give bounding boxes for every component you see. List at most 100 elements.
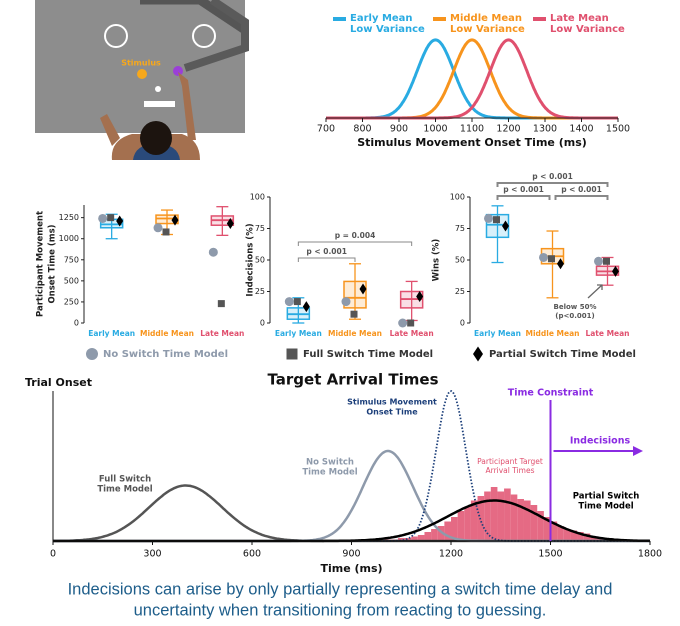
y-tick-label: 0: [260, 319, 265, 328]
model-marker: [302, 301, 310, 313]
x-tick-label: Late Mean: [585, 329, 629, 338]
histogram-bar: [484, 491, 491, 541]
significance-label: p < 0.001: [503, 185, 544, 194]
person-head: [140, 121, 172, 155]
model-marker: [493, 216, 500, 224]
histogram-bar: [577, 532, 584, 541]
legend-label: No Switch Time Model: [103, 349, 228, 360]
y-tick-label: 25: [455, 287, 465, 296]
x-tick-label: 1100: [460, 124, 484, 135]
histogram-bar: [431, 529, 438, 541]
y-axis-label: Onset Time (ms): [48, 224, 58, 303]
note-arrow: [587, 284, 603, 299]
legend-marker: [86, 348, 98, 360]
model-marker: [548, 255, 555, 263]
curve-label: Onset Time: [366, 408, 418, 417]
y-tick-label: 25: [255, 287, 265, 296]
y-axis-label: Indecisions (%): [246, 223, 256, 296]
y-tick-label: 50: [255, 256, 265, 265]
robot-arm: [140, 0, 248, 34]
model-marker: [407, 319, 415, 327]
x-tick-label: Late Mean: [200, 329, 244, 338]
histogram-label: Arrival Times: [485, 466, 534, 475]
x-axis-label: Stimulus Movement Onset Time (ms): [357, 136, 587, 149]
model-marker: [557, 258, 564, 270]
x-tick-label: 1300: [533, 124, 557, 135]
model-marker: [107, 214, 115, 222]
histogram-bar: [411, 536, 418, 541]
significance-bracket: [297, 241, 413, 246]
model-marker: [98, 213, 108, 223]
model-marker: [398, 318, 408, 328]
model-marker: [359, 283, 367, 295]
histogram-bar: [537, 511, 544, 541]
histogram-bar: [404, 538, 412, 541]
x-tick-label: Middle Mean: [328, 329, 382, 338]
x-tick-label: Middle Mean: [140, 329, 194, 338]
model-marker: [539, 252, 548, 262]
x-tick-label: 800: [353, 124, 371, 135]
significance-label: p = 0.004: [335, 231, 376, 240]
y-tick-label: 75: [255, 224, 265, 233]
histogram-bar: [557, 526, 564, 541]
curve-label: No Switch: [306, 458, 354, 468]
target-circle: [104, 24, 128, 48]
caption: uncertainty when transitioning from reac…: [134, 601, 547, 619]
x-tick-label: 1400: [569, 124, 593, 135]
note-label: Below 50%: [554, 303, 597, 311]
x-tick-label: 700: [317, 124, 335, 135]
model-marker: [153, 223, 163, 233]
significance-bracket: [496, 182, 609, 187]
y-tick-label: 250: [64, 297, 79, 306]
y-axis-label: Wins (%): [432, 239, 442, 282]
legend-label: Low Variance: [350, 24, 425, 35]
x-tick-label: Middle Mean: [526, 329, 580, 338]
y-tick-label: 100: [450, 193, 465, 202]
histogram-bar: [490, 487, 498, 541]
y-tick-label: 0: [74, 319, 79, 328]
y-axis-label: Participant Movement: [36, 211, 46, 317]
start-dot: [155, 86, 161, 92]
y-tick-label: 75: [455, 224, 465, 233]
histogram-bar: [444, 521, 451, 541]
histogram-bar: [464, 506, 471, 541]
histogram-bar: [550, 521, 558, 541]
model-marker: [612, 265, 619, 277]
x-tick-label: 1000: [423, 124, 447, 135]
histogram-bar: [517, 499, 524, 541]
legend-label: Early Mean: [350, 13, 413, 24]
x-tick-label: 900: [342, 549, 360, 560]
model-marker: [284, 297, 294, 307]
model-marker: [416, 291, 424, 303]
x-tick-label: 1500: [538, 549, 562, 560]
legend-label: Partial Switch Time Model: [489, 349, 636, 360]
person-arm: [100, 114, 120, 146]
threshold-label: Time Constraint: [508, 388, 594, 399]
x-tick-label: Early Mean: [88, 329, 135, 338]
significance-bracket: [496, 195, 551, 200]
histogram-bar: [570, 530, 578, 541]
model-marker: [217, 300, 225, 308]
stimulus-dot: [137, 69, 147, 79]
x-tick-label: 1200: [439, 549, 463, 560]
x-tick-label: 900: [390, 124, 408, 135]
y-tick-label: 1250: [59, 213, 79, 222]
histogram-bar: [437, 526, 445, 541]
significance-label: p < 0.001: [306, 247, 347, 256]
region-arrowhead: [633, 446, 643, 456]
chart-title: Target Arrival Times: [267, 371, 438, 389]
histogram-bar: [583, 533, 591, 541]
x-tick-label: 600: [243, 549, 261, 560]
x-tick-label: 300: [143, 549, 161, 560]
legend-label: Low Variance: [450, 24, 525, 35]
y-tick-label: 500: [64, 276, 79, 285]
model-marker: [171, 214, 179, 226]
legend-marker: [473, 346, 483, 362]
x-tick-label: Early Mean: [474, 329, 521, 338]
significance-label: p < 0.001: [561, 185, 602, 194]
start-label: Trial Onset: [25, 376, 92, 389]
legend-label: Middle Mean: [450, 13, 522, 24]
curve-label: Time Model: [302, 468, 357, 478]
histogram-bar: [523, 500, 531, 541]
x-tick-label: 0: [50, 549, 56, 560]
